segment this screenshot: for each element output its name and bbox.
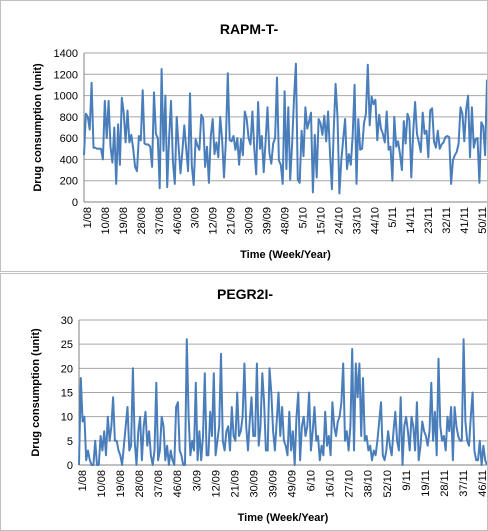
x-tick-label: 28/08: [136, 207, 148, 235]
chart-pegr2i: PEGR2I- 0 5 10 15 20 25 30 Drug consumption (uni…: [30, 286, 487, 524]
x-tick-label: 24/10: [333, 207, 345, 235]
x-tick-label: 6/10: [306, 470, 318, 491]
x-tick-label: 3/09: [190, 207, 202, 228]
x-tick-label: 39/09: [262, 207, 274, 235]
y-tick-label: 5: [67, 436, 73, 448]
chart-rapm: RAPM-T- 0 200 400 600 800 1000 1200 1400 Drug con…: [32, 21, 487, 261]
x-tick-label: 37/08: [154, 207, 166, 235]
y-axis-label: Drug consumption (unit): [30, 328, 42, 457]
x-tick-label: 37/08: [153, 470, 165, 498]
x-tick-label: 38/10: [363, 470, 375, 498]
x-tick-label: 5/10: [297, 207, 309, 228]
x-axis-label: Time (Week/Year): [240, 249, 331, 261]
x-tick-label: 46/11: [477, 470, 487, 497]
x-tick-label: 21/09: [229, 470, 241, 498]
y-tick-label: 600: [60, 133, 78, 145]
x-tick-label: 12/09: [208, 207, 220, 235]
x-tick-label: 1/08: [77, 470, 89, 491]
x-tick-label: 52/10: [382, 470, 394, 498]
x-tick-label: 1/08: [82, 207, 94, 228]
series-line: [83, 62, 487, 195]
y-tick-label: 800: [60, 112, 78, 124]
y-tick-label: 1200: [54, 69, 78, 81]
y-tick-label: 20: [61, 363, 73, 375]
y-tick-label: 25: [61, 339, 73, 351]
x-axis-label: Time (Week/Year): [238, 512, 329, 524]
x-tick-label: 3/09: [191, 470, 203, 491]
chart-panel-pegr2i: PEGR2I- 0 5 10 15 20 25 30 Drug consumption (uni…: [0, 273, 488, 531]
x-tick-label: 23/11: [423, 207, 435, 234]
x-tick-label: 30/09: [248, 470, 260, 498]
x-tick-label: 19/08: [115, 470, 127, 498]
x-tick-label: 48/09: [280, 207, 292, 235]
chart-title: RAPM-T-: [220, 21, 279, 37]
y-tick-label: 0: [67, 460, 73, 472]
x-tick-label: 27/10: [344, 470, 356, 498]
y-axis-label: Drug consumption (unit): [32, 63, 44, 192]
y-tick-label: 1000: [54, 91, 78, 103]
x-tick-label: 46/08: [172, 470, 184, 498]
chart-panel-rapm: RAPM-T- 0 200 400 600 800 1000 1200 1400 Drug con…: [0, 0, 488, 272]
x-tick-label: 9/11: [401, 470, 413, 491]
x-tick-label: 28/08: [134, 470, 146, 498]
chart-title: PEGR2I-: [217, 286, 273, 302]
x-tick-label: 37/11: [458, 470, 470, 497]
x-tick-label: 21/09: [226, 207, 238, 235]
x-tick-label: 10/08: [96, 470, 108, 498]
x-tick-label: 32/11: [441, 207, 453, 234]
series-line: [78, 338, 487, 466]
x-tick-label: 19/08: [118, 207, 130, 235]
x-tick-label: 39/09: [267, 470, 279, 498]
y-tick-label: 30: [61, 315, 73, 327]
x-tick-label: 28/11: [439, 470, 451, 497]
x-tick-label: 41/11: [459, 207, 471, 234]
y-tick-label: 0: [72, 197, 78, 209]
x-tick-label: 5/11: [387, 207, 399, 228]
x-tick-label: 49/09: [287, 470, 299, 498]
x-tick-label: 30/09: [244, 207, 256, 235]
x-tick-label: 33/10: [351, 207, 363, 235]
x-tick-label: 15/10: [315, 207, 327, 235]
x-tick-label: 46/08: [172, 207, 184, 235]
x-tick-label: 44/10: [369, 207, 381, 235]
x-tick-label: 14/11: [405, 207, 417, 234]
x-tick-label: 16/10: [325, 470, 337, 498]
y-tick-label: 200: [60, 176, 78, 188]
y-tick-label: 1400: [54, 48, 78, 60]
y-tick-label: 15: [61, 388, 73, 400]
y-tick-label: 10: [61, 412, 73, 424]
x-tick-label: 12/09: [210, 470, 222, 498]
y-tick-label: 400: [60, 154, 78, 166]
x-tick-label: 19/11: [420, 470, 432, 497]
x-tick-label: 10/08: [100, 207, 112, 235]
x-tick-label: 50/11: [477, 207, 487, 234]
